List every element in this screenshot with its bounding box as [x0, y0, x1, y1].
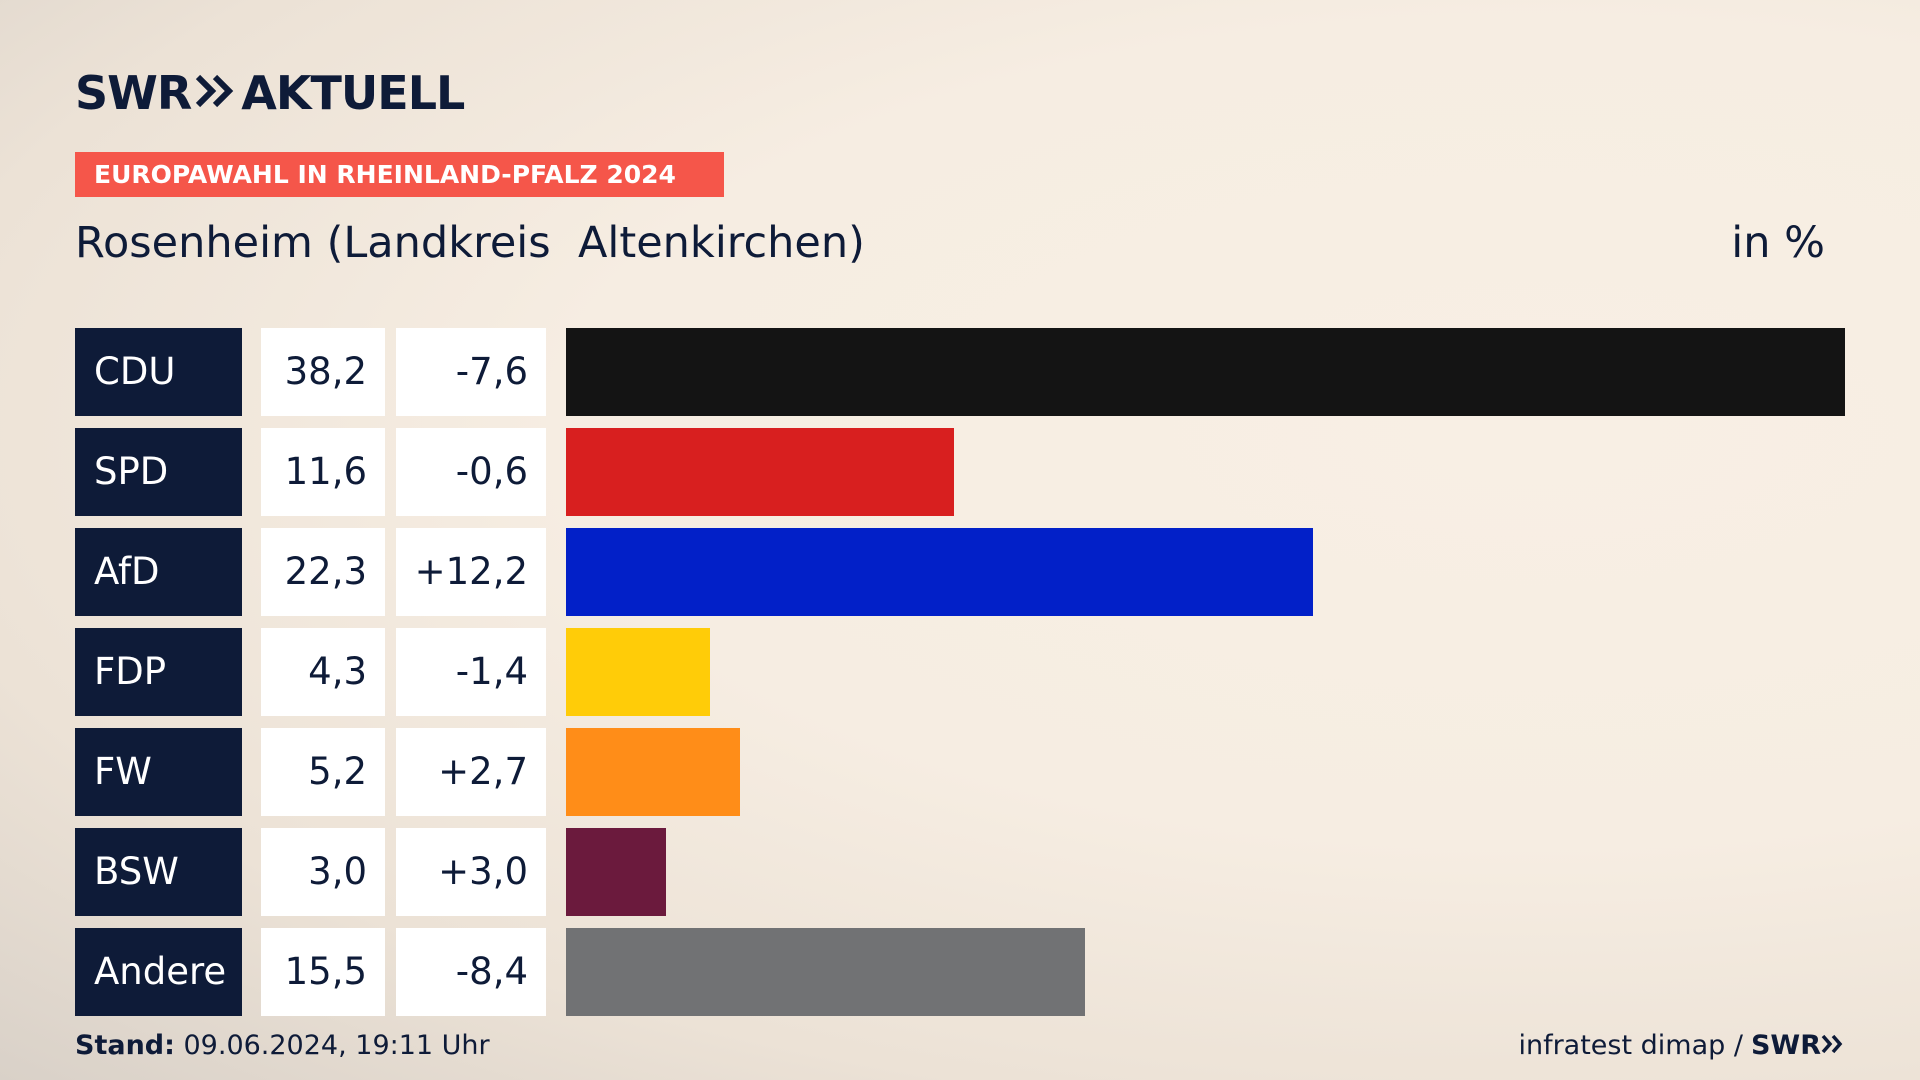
double-chevron-icon — [1821, 1030, 1845, 1061]
result-bar — [566, 828, 666, 916]
vote-share-value: 5,2 — [261, 728, 385, 816]
party-label: SPD — [75, 428, 242, 516]
result-row: CDU 38,2 -7,6 — [75, 328, 1845, 416]
result-row: FW 5,2 +2,7 — [75, 728, 1845, 816]
stand-label: Stand: — [75, 1030, 175, 1061]
vote-change-value: +12,2 — [396, 528, 546, 616]
vote-change-value: -8,4 — [396, 928, 546, 1016]
party-label: CDU — [75, 328, 242, 416]
result-row: AfD 22,3 +12,2 — [75, 528, 1845, 616]
vote-change-value: +2,7 — [396, 728, 546, 816]
timestamp: Stand: 09.06.2024, 19:11 Uhr — [75, 1030, 490, 1061]
vote-change-value: +3,0 — [396, 828, 546, 916]
vote-change-value: -7,6 — [396, 328, 546, 416]
vote-share-value: 15,5 — [261, 928, 385, 1016]
source-credit: infratest dimap / SWR — [1518, 1030, 1845, 1061]
result-row: FDP 4,3 -1,4 — [75, 628, 1845, 716]
result-row: BSW 3,0 +3,0 — [75, 828, 1845, 916]
result-bar — [566, 628, 710, 716]
stand-value: 09.06.2024, 19:11 Uhr — [174, 1030, 490, 1061]
election-badge: EUROPAWAHL IN RHEINLAND-PFALZ 2024 — [75, 152, 724, 197]
footer-swr-text: SWR — [1750, 1030, 1821, 1061]
party-label: FW — [75, 728, 242, 816]
swr-aktuell-logo: SWR AKTUELL — [75, 66, 465, 120]
party-label: Andere — [75, 928, 242, 1016]
vote-share-value: 38,2 — [261, 328, 385, 416]
vote-share-value: 4,3 — [261, 628, 385, 716]
logo-swr-text: SWR — [75, 66, 192, 120]
vote-change-value: -1,4 — [396, 628, 546, 716]
result-bar — [566, 728, 740, 816]
party-label: FDP — [75, 628, 242, 716]
result-bar — [566, 328, 1845, 416]
result-bar — [566, 928, 1085, 1016]
unit-label: in % — [1731, 218, 1825, 268]
logo-aktuell-text: AKTUELL — [241, 66, 465, 120]
result-bar — [566, 428, 954, 516]
result-bar — [566, 528, 1313, 616]
vote-share-value: 3,0 — [261, 828, 385, 916]
double-chevron-icon — [195, 74, 235, 112]
party-label: BSW — [75, 828, 242, 916]
vote-share-value: 11,6 — [261, 428, 385, 516]
vote-share-value: 22,3 — [261, 528, 385, 616]
region-subtitle: Rosenheim (Landkreis Altenkirchen) — [75, 218, 865, 268]
source-text: infratest dimap / — [1518, 1030, 1743, 1061]
result-row: Andere 15,5 -8,4 — [75, 928, 1845, 1016]
vote-change-value: -0,6 — [396, 428, 546, 516]
party-label: AfD — [75, 528, 242, 616]
result-row: SPD 11,6 -0,6 — [75, 428, 1845, 516]
